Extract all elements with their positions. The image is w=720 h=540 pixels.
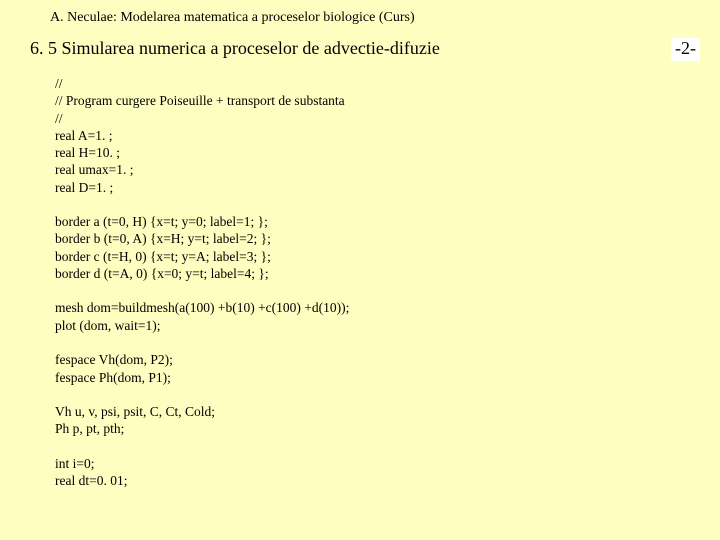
- page-number: -2-: [671, 38, 700, 61]
- author-line: A. Neculae: Modelarea matematica a proce…: [50, 10, 415, 26]
- slide-page: A. Neculae: Modelarea matematica a proce…: [0, 0, 720, 540]
- code-listing: // // Program curgere Poiseuille + trans…: [55, 75, 680, 489]
- section-title: 6. 5 Simularea numerica a proceselor de …: [30, 38, 440, 59]
